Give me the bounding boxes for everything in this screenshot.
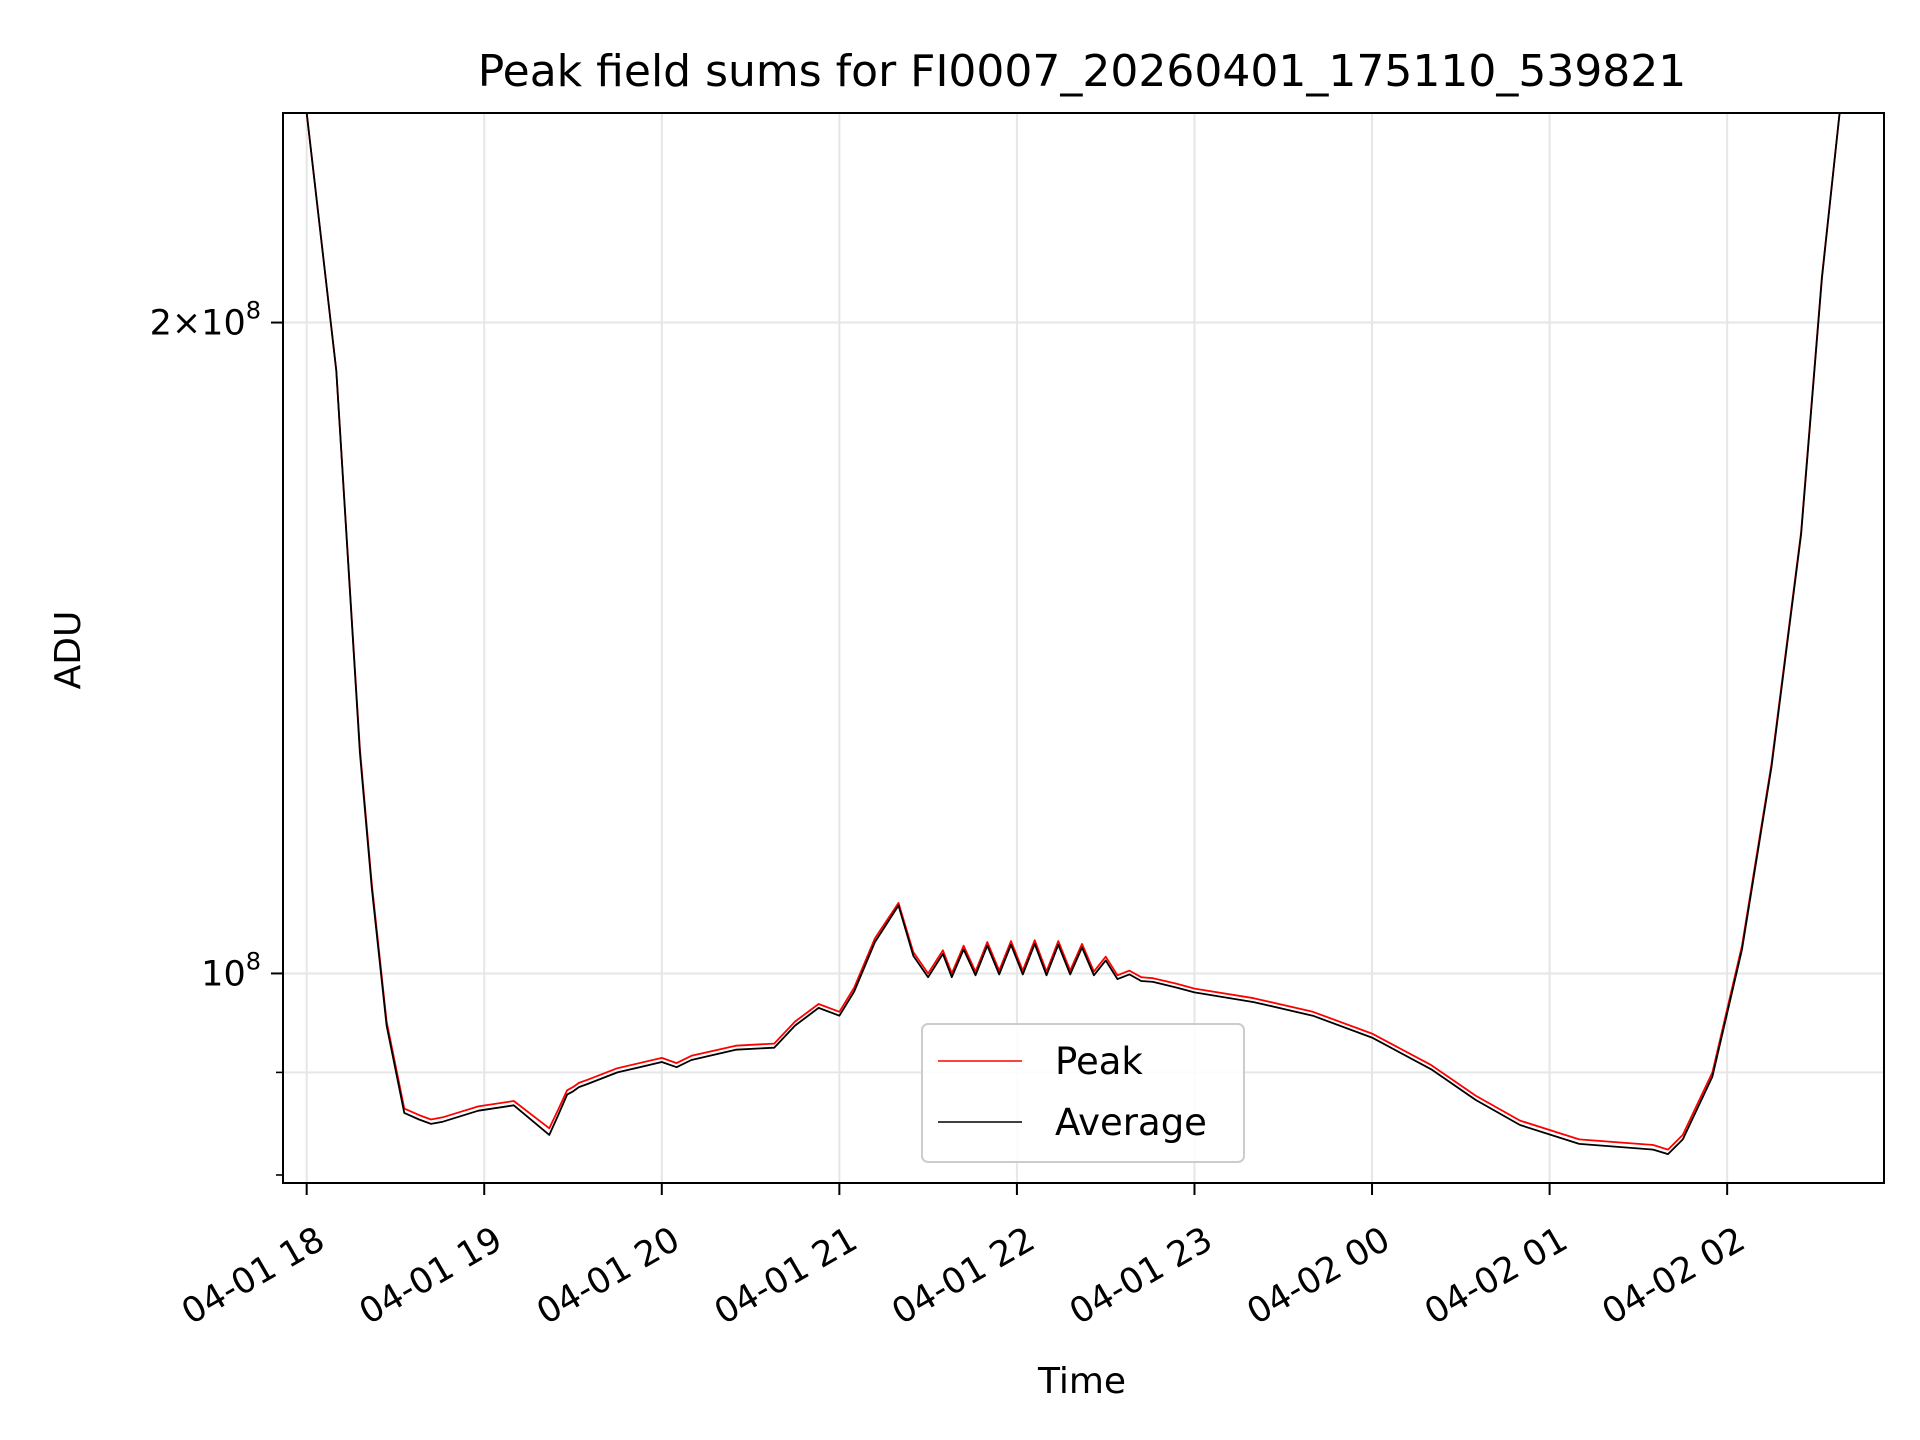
- series-line-average: [283, 113, 1884, 1155]
- legend-box: [921, 1023, 1245, 1163]
- y-axis-label: ADU: [48, 611, 89, 690]
- series-layer: [283, 113, 1884, 1155]
- chart-title: Peak field sums for FI0007_20260401_1751…: [478, 46, 1687, 97]
- y-tick-label: 108: [201, 947, 261, 994]
- legend-label-average: Average: [1055, 1101, 1207, 1144]
- y-tick-label: 2×108: [150, 297, 261, 344]
- x-axis-label: Time: [1037, 1361, 1126, 1402]
- legend-label-peak: Peak: [1055, 1040, 1143, 1083]
- legend: Peak Average: [921, 1023, 1245, 1163]
- plot-frame: [282, 112, 1885, 1184]
- grid-lines: [283, 113, 1884, 1183]
- y-axis: 2×108 108: [150, 297, 283, 1176]
- series-line-peak: [283, 113, 1884, 1151]
